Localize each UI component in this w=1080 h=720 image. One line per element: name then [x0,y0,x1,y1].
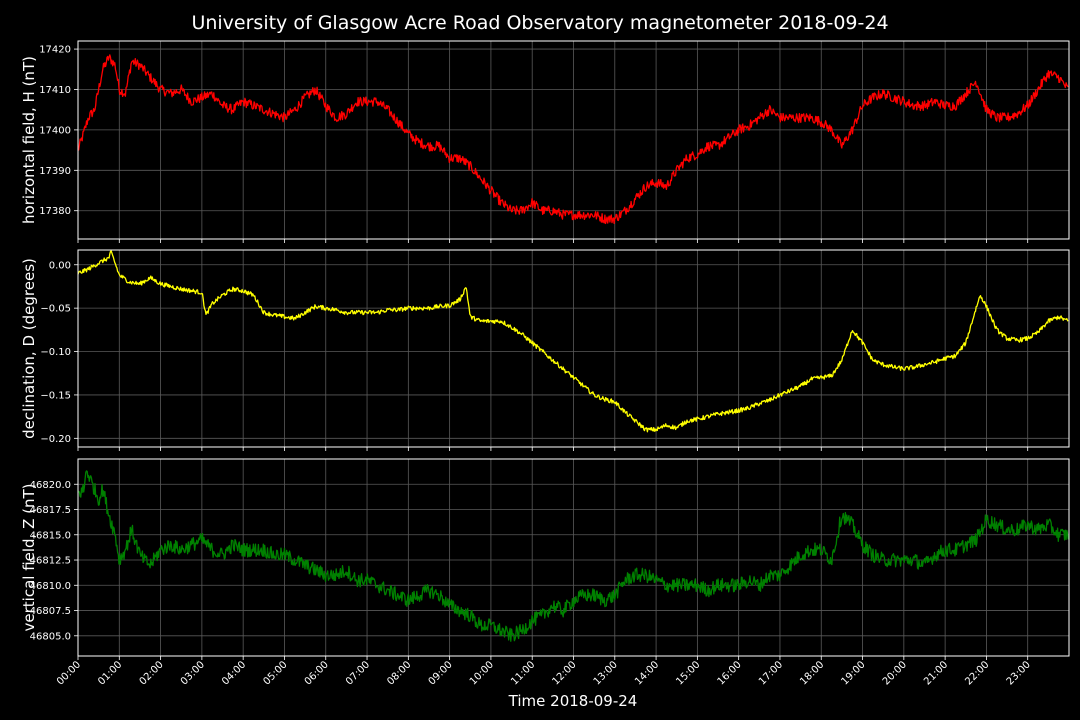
series-line-d [77,250,1069,433]
x-tick-label: 13:00 [592,659,620,687]
x-tick-label: 20:00 [881,659,909,687]
y-tick-label: 46820.0 [30,480,71,491]
x-tick-label: 03:00 [179,659,207,687]
x-tick-label: 18:00 [798,659,826,687]
y-tick-label: 46812.5 [30,556,71,567]
y-tick-label: 46805.0 [30,631,71,642]
y-tick-label: 17410 [39,85,71,96]
y-tick-label: 46815.0 [30,530,71,541]
x-tick-label: 02:00 [138,659,166,687]
y-tick-label: 17380 [39,206,71,217]
y-tick-label: 17390 [39,166,71,177]
y-tick-label: 46817.5 [30,505,71,516]
x-tick-label: 19:00 [840,659,868,687]
x-tick-label: 22:00 [963,659,991,687]
x-tick-label: 14:00 [633,659,661,687]
y-tick-label: 17400 [39,125,71,136]
y-tick-label: −0.20 [40,434,71,445]
x-tick-label: 10:00 [468,659,496,687]
x-tick-label: 09:00 [427,659,455,687]
series-line-z [77,470,1069,642]
x-tick-label: 17:00 [757,659,785,687]
y-axis-label: declination, D (degrees) [20,258,38,439]
x-tick-label: 05:00 [261,659,289,687]
panel-frame [77,40,1070,240]
x-tick-label: 00:00 [55,659,83,687]
y-tick-label: 46810.0 [30,581,71,592]
y-tick-label: 46807.5 [30,606,71,617]
x-tick-label: 12:00 [550,659,578,687]
panel-frame [77,458,1070,657]
y-tick-label: −0.05 [40,304,71,315]
panel-frame [77,249,1070,448]
x-axis-label: Time 2018-09-24 [508,692,638,710]
panel-z: 46805.0 46807.5 46810.0 46812.5 46815.0 46817… [20,458,1070,660]
x-tick-label: 07:00 [344,659,372,687]
series-line-h [77,54,1069,225]
x-tick-label: 08:00 [385,659,413,687]
x-tick-label: 21:00 [922,659,950,687]
y-axis-label: vertical field, Z (nT) [20,483,38,631]
x-tick-label: 01:00 [96,659,124,687]
y-axis-label: horizontal field, H (nT) [20,56,38,224]
y-tick-label: 17420 [39,45,71,56]
chart-title: University of Glasgow Acre Road Observat… [191,12,888,34]
x-tick-label: 04:00 [220,659,248,687]
y-tick-label: −0.10 [40,347,71,358]
y-tick-label: −0.15 [40,390,71,401]
x-tick-label: 11:00 [509,659,537,687]
x-tick-label: 06:00 [303,659,331,687]
x-tick-label: 16:00 [716,659,744,687]
y-tick-label: 0.00 [49,260,71,271]
x-tick-label: 15:00 [674,659,702,687]
x-tick-label: 23:00 [1005,659,1033,687]
